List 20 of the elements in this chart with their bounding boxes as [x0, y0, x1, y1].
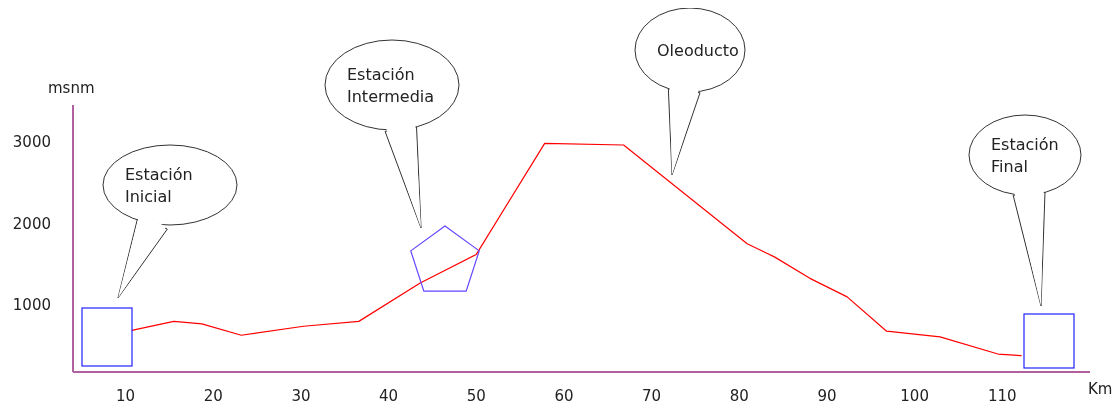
x-tick-label: 50: [466, 386, 486, 405]
y-tick-label: 3000: [12, 133, 51, 152]
annotation: Estación Final: [991, 135, 1059, 176]
x-tick-label: 40: [379, 386, 399, 405]
x-tick-label: 110: [988, 386, 1017, 405]
y-tick-label: 1000: [12, 296, 51, 315]
x-tick-label: 80: [729, 386, 749, 405]
annotation: Estación Inicial: [125, 165, 193, 206]
x-axis-title: Km: [1088, 380, 1113, 398]
annotation: Estación Intermedia: [347, 65, 435, 106]
x-tick-label: 100: [900, 386, 929, 405]
x-tick-label: 10: [116, 386, 136, 405]
x-tick-label: 30: [291, 386, 311, 405]
x-tick-label: 90: [817, 386, 837, 405]
x-tick-label: 60: [554, 386, 574, 405]
y-axis-title: msnm: [48, 79, 95, 97]
text: Oleoducto: [657, 41, 739, 60]
x-tick-label: 70: [642, 386, 662, 405]
y-tick-label: 2000: [12, 214, 51, 233]
x-tick-label: 20: [203, 386, 223, 405]
